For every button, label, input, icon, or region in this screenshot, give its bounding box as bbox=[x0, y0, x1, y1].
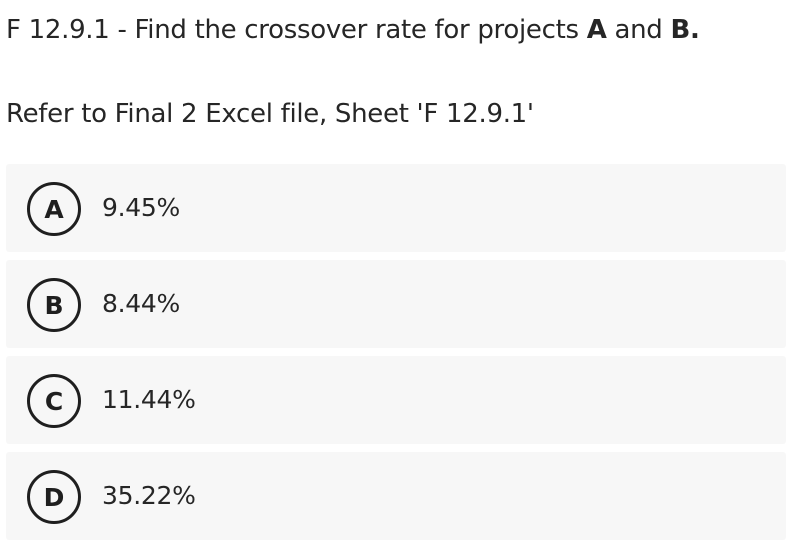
option-b[interactable]: B 8.44% bbox=[6, 260, 786, 348]
option-value: 8.44% bbox=[102, 289, 180, 318]
option-a[interactable]: A 9.45% bbox=[6, 164, 786, 252]
question-middle: and bbox=[606, 15, 671, 45]
option-d[interactable]: D 35.22% bbox=[6, 452, 786, 540]
option-letter-badge: B bbox=[27, 278, 81, 332]
option-letter-badge: A bbox=[27, 182, 81, 236]
option-letter-badge: D bbox=[27, 470, 81, 524]
question-text: F 12.9.1 - Find the crossover rate for p… bbox=[6, 11, 700, 49]
option-value: 9.45% bbox=[102, 193, 180, 222]
question-bold-a: A bbox=[586, 15, 607, 45]
question-bold-b: B. bbox=[670, 15, 700, 45]
answer-options: A 9.45% B 8.44% C 11.44% D 35.22% bbox=[6, 164, 786, 548]
option-letter-badge: C bbox=[27, 374, 81, 428]
option-value: 35.22% bbox=[102, 481, 196, 510]
instruction-text: Refer to Final 2 Excel file, Sheet 'F 12… bbox=[6, 99, 534, 129]
option-value: 11.44% bbox=[102, 385, 196, 414]
option-c[interactable]: C 11.44% bbox=[6, 356, 786, 444]
question-prefix: F 12.9.1 - Find the crossover rate for p… bbox=[6, 15, 587, 45]
